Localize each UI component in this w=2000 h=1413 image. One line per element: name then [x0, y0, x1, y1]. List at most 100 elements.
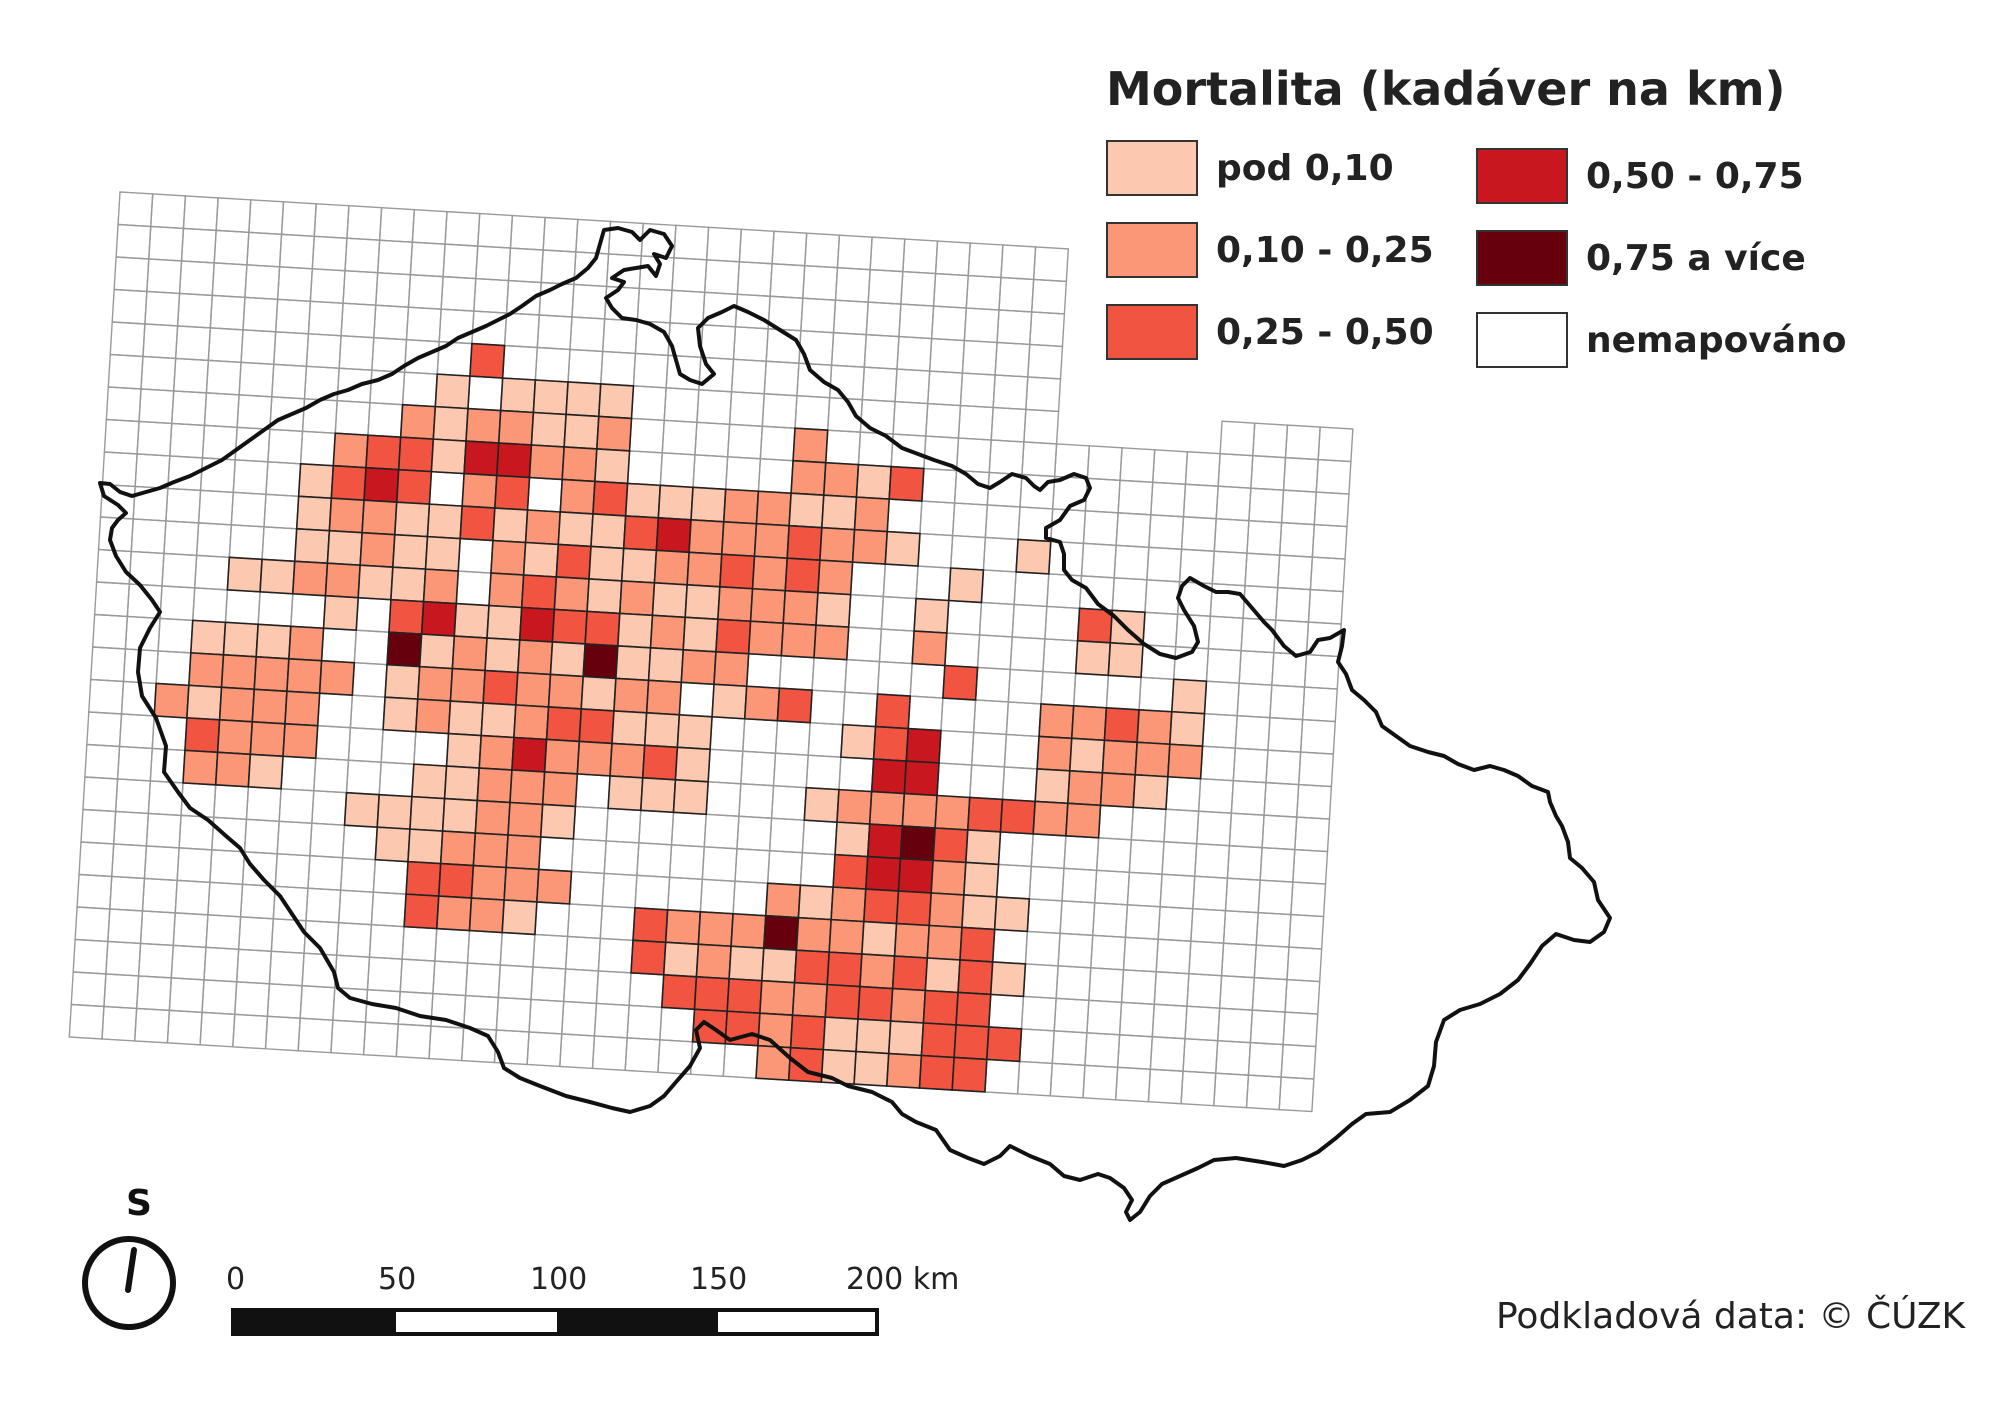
mortality-cell [922, 989, 959, 1026]
mortality-cell [792, 427, 829, 464]
grid-cell [892, 400, 929, 437]
grid-cell [605, 807, 642, 844]
mortality-cell [657, 484, 694, 521]
grid-cell [113, 256, 150, 293]
mortality-cell [830, 886, 867, 923]
mortality-cell [720, 520, 758, 558]
grid-cell [105, 386, 142, 423]
grid-cell [865, 301, 902, 338]
grid-cell [309, 268, 346, 304]
grid-cell [722, 1042, 759, 1079]
grid-cell [1311, 523, 1348, 560]
scale-label-200: 200 km [846, 1262, 960, 1297]
mortality-cell [618, 580, 656, 617]
grid-cell [133, 1007, 171, 1044]
grid-cell [407, 273, 444, 310]
grid-cell [307, 854, 344, 891]
mortality-cell [584, 610, 621, 647]
grid-cell [473, 277, 510, 314]
grid-cell [1120, 969, 1157, 1005]
grid-cell [176, 292, 213, 329]
grid-cell [638, 809, 675, 846]
grid-cell [566, 903, 603, 940]
mortality-cell [645, 679, 683, 716]
grid-cell [271, 363, 308, 400]
grid-cell [886, 498, 923, 535]
grid-cell [936, 762, 973, 799]
mortality-cell [189, 619, 227, 656]
mortality-cell [463, 440, 500, 477]
mortality-cell [787, 1046, 825, 1083]
grid-cell [273, 331, 310, 368]
grid-cell [624, 1037, 661, 1074]
mortality-cell [494, 474, 531, 511]
mortality-cell [432, 405, 469, 442]
legend-title: Mortalita (kadáver na km) [1106, 62, 1786, 116]
grid-cell [1051, 1030, 1088, 1067]
mortality-cell [762, 914, 800, 952]
grid-cell [107, 353, 144, 390]
mortality-cell [1074, 640, 1112, 677]
grid-cell [1061, 867, 1098, 904]
mortality-cell [490, 539, 527, 576]
grid-cell [1224, 877, 1261, 914]
mortality-cell [515, 671, 552, 708]
grid-cell [111, 288, 148, 325]
mortality-cell [817, 559, 854, 596]
grid-cell [280, 755, 317, 792]
mortality-cell [499, 377, 537, 414]
grid-cell [372, 858, 409, 895]
grid-cell [341, 824, 378, 861]
grid-cell [1269, 684, 1306, 721]
mortality-cell [863, 888, 900, 925]
grid-cell [143, 845, 180, 882]
grid-cell [230, 491, 267, 528]
grid-cell [1059, 900, 1096, 937]
grid-cell [137, 942, 174, 979]
grid-cell [880, 595, 917, 632]
mortality-cell [226, 556, 263, 593]
mortality-cell [284, 690, 321, 727]
grid-cell [1093, 869, 1131, 906]
mortality-cell [930, 859, 967, 896]
mortality-cell [478, 734, 515, 771]
mortality-cell [957, 959, 994, 996]
grid-cell [1080, 542, 1117, 579]
mortality-cell [853, 1050, 890, 1087]
grid-cell [900, 270, 937, 307]
grid-cell [951, 502, 989, 539]
grid-cell [1113, 544, 1150, 581]
grid-cell [1140, 644, 1177, 680]
grid-cell [1057, 932, 1094, 969]
grid-cell [495, 996, 532, 1033]
grid-cell [232, 459, 269, 496]
mortality-cell [326, 529, 363, 567]
mortality-cell [388, 598, 425, 635]
grid-cell [1219, 420, 1256, 457]
grid-cell [902, 238, 939, 275]
mortality-cell [615, 645, 652, 682]
grid-cell [1215, 485, 1252, 522]
grid-cell [340, 302, 377, 339]
grid-cell [368, 923, 405, 960]
mortality-cell [282, 722, 319, 760]
mortality-cell [409, 795, 446, 832]
mortality-cell [330, 464, 367, 502]
grid-cell [967, 242, 1004, 279]
grid-cell [1292, 848, 1329, 885]
mortality-cell [653, 549, 690, 586]
mortality-cell [649, 614, 687, 651]
grid-cell [161, 552, 198, 589]
grid-cell [980, 569, 1017, 606]
mortality-cell [1038, 703, 1075, 740]
grid-cell [1095, 837, 1133, 874]
grid-cell [1240, 617, 1277, 654]
grid-cell [155, 650, 192, 687]
grid-cell [798, 329, 835, 366]
grid-cell [1253, 944, 1290, 981]
mortality-cell [821, 494, 858, 531]
grid-cell [345, 759, 382, 796]
grid-cell [165, 487, 202, 524]
grid-cell [1213, 517, 1250, 554]
